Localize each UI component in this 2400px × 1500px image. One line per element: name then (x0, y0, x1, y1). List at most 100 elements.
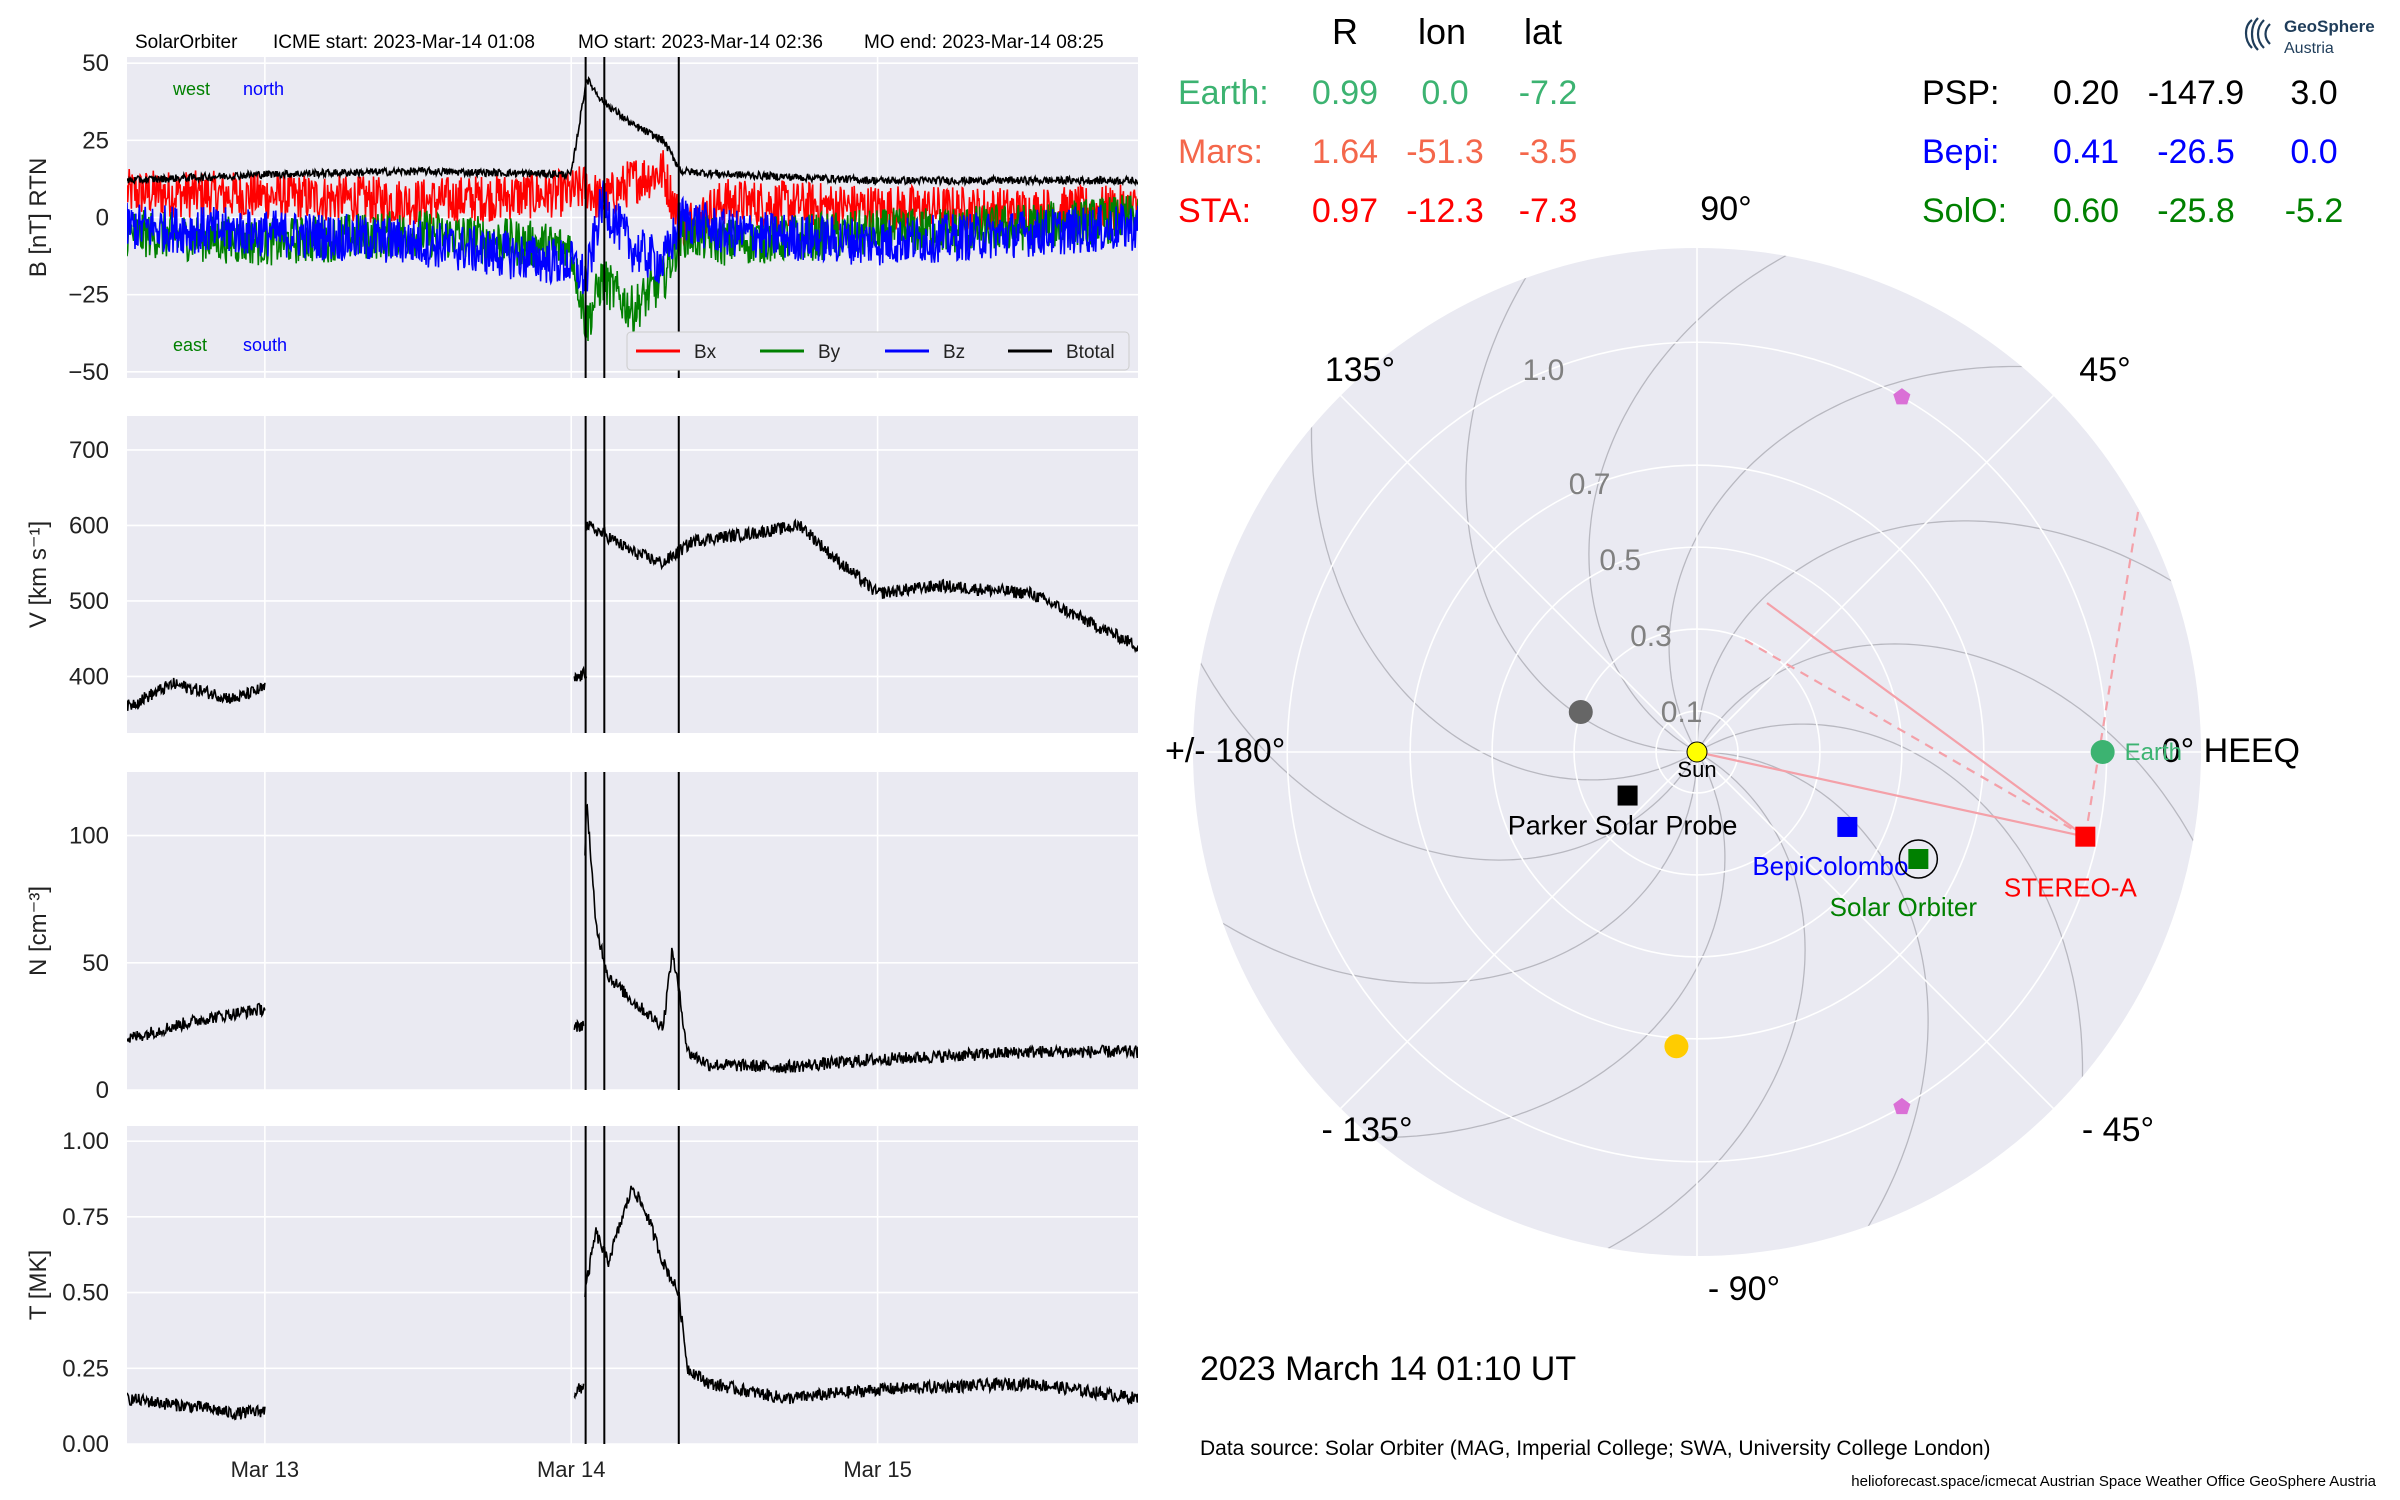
polar-r-label: 0.7 (1569, 468, 1611, 501)
body-sun: Sun (1677, 741, 1717, 782)
ytick-label: 600 (69, 512, 109, 539)
panel-b: −50 −25 0 25 50 B [nT] RTN west north east south B… (25, 50, 1138, 386)
header-icme-start: ICME start: 2023-Mar-14 01:08 (273, 32, 535, 53)
polar-angle-label: - 90° (1708, 1270, 1780, 1308)
fov-line-sun (1696, 750, 2086, 838)
ytick-label: 0.50 (62, 1280, 109, 1307)
position-name: SolO: (1922, 192, 2007, 230)
legend-label-by: By (818, 342, 841, 363)
legend: Bx By Bz Btotal (626, 331, 1130, 371)
polar-grid-spoke (1696, 395, 2054, 753)
position-lat: -7.3 (1519, 192, 1578, 230)
position-lon: -26.5 (2157, 133, 2235, 171)
body-highlight-ring (1898, 839, 1939, 879)
polar-angle-label: 90° (1700, 190, 1751, 228)
position-row-bepi: Bepi: 0.41 -26.5 0.0 (1922, 133, 2338, 171)
position-lon: -147.9 (2148, 74, 2244, 112)
legend-box (626, 331, 1130, 371)
panel-background (127, 1126, 1138, 1444)
body-earth: Earth (2090, 739, 2182, 766)
header: SolarOrbiter ICME start: 2023-Mar-14 01:… (135, 32, 1104, 53)
body-stereo-a: STEREO-A (2004, 826, 2138, 903)
body-label: Parker Solar Probe (1508, 811, 1738, 841)
series-line-v (127, 677, 266, 711)
annotation-west: west (172, 79, 210, 99)
position-lon: -25.8 (2157, 192, 2235, 230)
body-solar-orbiter: Solar Orbiter (1830, 839, 1978, 922)
polar-angle-label: - 45° (2082, 1111, 2154, 1149)
ytick-label: 50 (82, 50, 109, 77)
polar-grid-spoke (1340, 751, 1698, 1109)
series-line-t (573, 1383, 585, 1400)
position-r: 1.64 (1312, 133, 1378, 171)
fov-line-dashed-outer (2084, 499, 2142, 837)
ytick-label: −25 (68, 282, 109, 309)
annotation-south: south (243, 335, 287, 355)
positions-table: R lon lat Earth: 0.99 0.0 -7.2 Mars: 1.64 -51.… (1178, 11, 2343, 230)
header-mo-end: MO end: 2023-Mar-14 08:25 (864, 32, 1104, 53)
series-line-n (127, 1002, 266, 1043)
annotation-east: east (173, 335, 207, 355)
logo-line2: Austria (2284, 40, 2334, 57)
body-marker (1837, 816, 1858, 837)
series-group (127, 75, 1138, 342)
polar-r-label: 1.0 (1523, 354, 1565, 387)
ytick-label: 0 (96, 1077, 109, 1104)
position-lon: 0.0 (1421, 74, 1468, 112)
body-bepicolombo: BepiColombo (1752, 816, 1908, 881)
panel-t: 0.00 0.25 0.50 0.75 1.00 Mar 13 Mar 14 Mar 15 T … (25, 1126, 1138, 1482)
panel-v: 400 500 600 700 V [km s⁻¹] (25, 416, 1138, 733)
series-line-v (573, 665, 588, 682)
polar-angle-label: 135° (1325, 351, 1395, 389)
fov-line-solid (1766, 602, 2086, 838)
footer-credits: helioforecast.space/icmecat Austrian Spa… (1851, 1473, 2376, 1490)
col-header-lon: lon (1418, 11, 1466, 52)
geosphere-logo-icon (2244, 17, 2271, 51)
body-marker (1686, 741, 1708, 763)
series-line-n (584, 803, 1138, 1074)
logo-line1: GeoSphere (2284, 17, 2375, 36)
body-marker (1893, 1097, 1911, 1115)
polar-angle-label: 0° HEEQ (2162, 732, 2300, 770)
xtick-label: Mar 15 (843, 1457, 911, 1482)
body-venus (1664, 1034, 1689, 1059)
xtick-label: Mar 14 (537, 1457, 605, 1482)
body-label: Solar Orbiter (1830, 892, 1978, 922)
polar-r-label: 0.1 (1661, 696, 1703, 729)
polar-angle-label: - 135° (1321, 1111, 1412, 1149)
body-marker (1568, 699, 1593, 724)
position-row-psp: PSP: 0.20 -147.9 3.0 (1922, 74, 2338, 112)
body-marker (1617, 785, 1638, 806)
body-marker (1893, 388, 1911, 405)
ytick-label: 1.00 (62, 1128, 109, 1155)
position-lat: -7.2 (1519, 74, 1578, 112)
ytick-label: 0.25 (62, 1355, 109, 1382)
timeseries-panels: −50 −25 0 25 50 B [nT] RTN west north east south B… (25, 50, 1138, 1482)
position-name: STA: (1178, 192, 1251, 230)
position-lat: -5.2 (2285, 192, 2344, 230)
ytick-label: 400 (69, 663, 109, 690)
position-r: 0.60 (2053, 192, 2119, 230)
panel-n: 0 50 100 N [cm⁻³] (25, 772, 1138, 1104)
timestamp: 2023 March 14 01:10 UT (1200, 1350, 1576, 1388)
col-header-lat: lat (1524, 11, 1562, 52)
series-line-t (584, 1185, 1138, 1406)
body-label: Earth (2125, 739, 2182, 766)
series-group (127, 803, 1138, 1074)
ytick-label: 50 (82, 950, 109, 977)
ytick-label: 25 (82, 127, 109, 154)
data-source: Data source: Solar Orbiter (MAG, Imperia… (1200, 1437, 1991, 1460)
panel-background (127, 772, 1138, 1090)
y-axis-label: V [km s⁻¹] (25, 521, 52, 628)
ytick-label: 0.75 (62, 1204, 109, 1231)
fov-line-dashed (1744, 639, 2086, 838)
ytick-label: −50 (68, 359, 109, 386)
body-label: Sun (1677, 757, 1716, 782)
y-axis-label: N [cm⁻³] (25, 886, 52, 976)
y-axis-label: T [MK] (25, 1250, 52, 1320)
polar-grid-spoke (1340, 395, 1698, 753)
position-r: 0.20 (2053, 74, 2119, 112)
header-mo-start: MO start: 2023-Mar-14 02:36 (578, 32, 823, 53)
body-label: STEREO-A (2004, 873, 2138, 903)
